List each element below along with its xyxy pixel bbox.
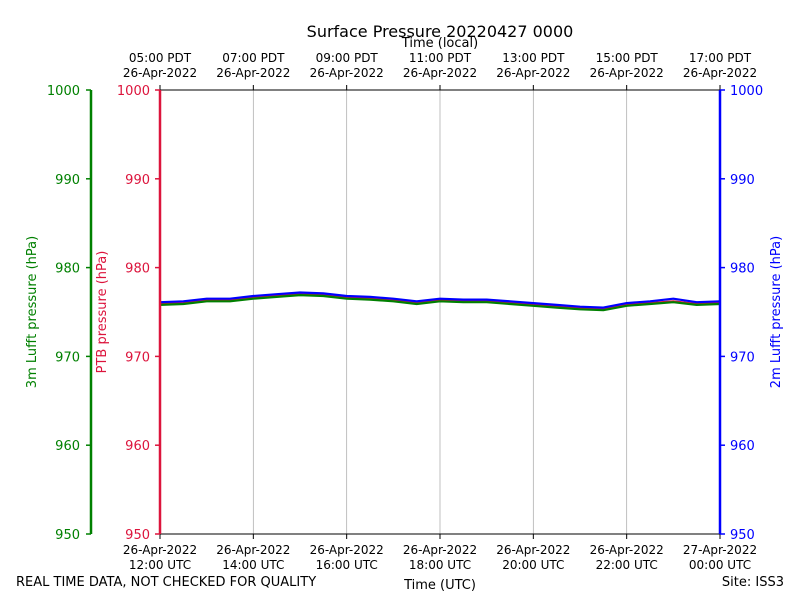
y-tick-label-lufft2m: 1000	[730, 84, 763, 99]
y-tick-label-lufft2m: 990	[730, 173, 755, 188]
chart-title: Surface Pressure 20220427 0000	[307, 22, 574, 41]
y-tick-label-lufft3m: 960	[55, 439, 80, 454]
x-tick-label-bottom: 26-Apr-2022	[590, 543, 664, 557]
x-tick-label-top: 26-Apr-2022	[123, 66, 197, 80]
y-tick-label-ptb: 950	[125, 528, 150, 543]
x-tick-label-top: 05:00 PDT	[129, 51, 192, 65]
x-tick-label-top: 09:00 PDT	[316, 51, 379, 65]
x-tick-label-bottom: 26-Apr-2022	[123, 543, 197, 557]
quality-note: REAL TIME DATA, NOT CHECKED FOR QUALITY	[16, 575, 317, 590]
bottom-axis-label: Time (UTC)	[403, 578, 476, 593]
x-tick-label-top: 26-Apr-2022	[216, 66, 290, 80]
x-tick-label-bottom: 27-Apr-2022	[683, 543, 757, 557]
x-tick-label-bottom: 26-Apr-2022	[216, 543, 290, 557]
y-tick-label-ptb: 990	[125, 173, 150, 188]
x-tick-label-top: 26-Apr-2022	[310, 66, 384, 80]
x-tick-label-bottom: 00:00 UTC	[689, 558, 751, 572]
x-tick-label-top: 11:00 PDT	[409, 51, 472, 65]
y-tick-label-lufft2m: 950	[730, 528, 755, 543]
y-tick-label-ptb: 980	[125, 262, 150, 277]
x-tick-label-bottom: 18:00 UTC	[409, 558, 471, 572]
y-tick-label-ptb: 960	[125, 439, 150, 454]
x-tick-label-top: 26-Apr-2022	[496, 66, 570, 80]
x-tick-label-bottom: 26-Apr-2022	[310, 543, 384, 557]
y-axis-label-lufft3m: 3m Lufft pressure (hPa)	[25, 236, 40, 388]
x-tick-label-top: 17:00 PDT	[689, 51, 752, 65]
y-axis-label-ptb: PTB pressure (hPa)	[95, 251, 110, 374]
y-tick-label-lufft3m: 970	[55, 350, 80, 365]
x-tick-label-bottom: 16:00 UTC	[316, 558, 378, 572]
x-tick-label-bottom: 22:00 UTC	[596, 558, 658, 572]
y-tick-label-ptb: 1000	[117, 84, 150, 99]
series-layer	[159, 291, 721, 312]
x-tick-label-bottom: 14:00 UTC	[222, 558, 284, 572]
site-label: Site: ISS3	[721, 575, 784, 590]
y-tick-label-lufft2m: 960	[730, 439, 755, 454]
y-tick-label-lufft2m: 980	[730, 262, 755, 277]
x-tick-label-bottom: 20:00 UTC	[502, 558, 564, 572]
top-axis-label: Time (local)	[401, 36, 478, 51]
x-tick-label-top: 26-Apr-2022	[590, 66, 664, 80]
x-tick-label-top: 26-Apr-2022	[683, 66, 757, 80]
y-tick-label-lufft3m: 980	[55, 262, 80, 277]
x-tick-label-top: 07:00 PDT	[222, 51, 285, 65]
x-tick-label-top: 15:00 PDT	[596, 51, 659, 65]
x-tick-label-top: 26-Apr-2022	[403, 66, 477, 80]
series-line-lufft2m	[159, 291, 721, 309]
grid-layer	[252, 90, 628, 534]
series-line-lufft3m	[159, 294, 721, 312]
x-tick-label-bottom: 26-Apr-2022	[496, 543, 570, 557]
y-tick-label-lufft3m: 990	[55, 173, 80, 188]
y-tick-label-lufft2m: 970	[730, 350, 755, 365]
y-axis-label-lufft2m: 2m Lufft pressure (hPa)	[769, 236, 784, 388]
x-tick-label-bottom: 12:00 UTC	[129, 558, 191, 572]
y-tick-label-lufft3m: 1000	[47, 84, 80, 99]
y-tick-label-lufft3m: 950	[55, 528, 80, 543]
y-tick-label-ptb: 970	[125, 350, 150, 365]
x-tick-label-bottom: 26-Apr-2022	[403, 543, 477, 557]
x-tick-label-top: 13:00 PDT	[502, 51, 565, 65]
